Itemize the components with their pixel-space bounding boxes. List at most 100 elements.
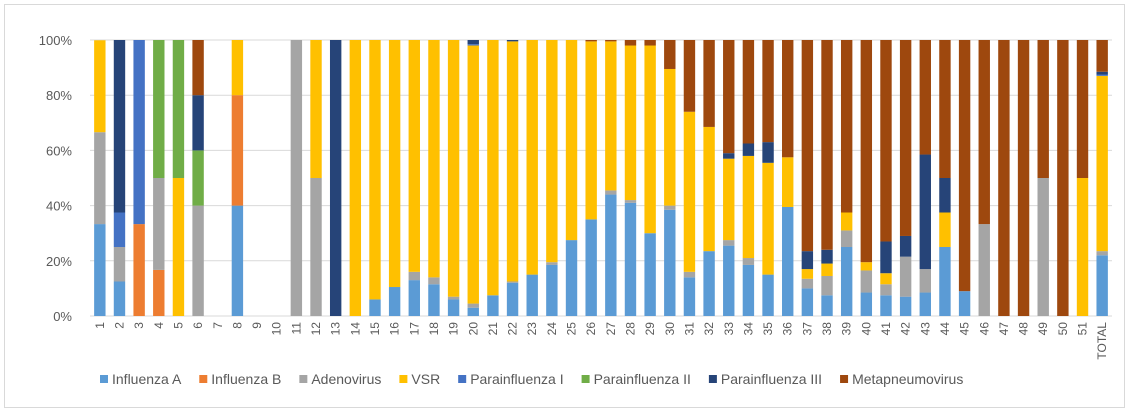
bar-segment	[94, 224, 106, 316]
bar-segment	[192, 40, 204, 96]
bar-segment	[1096, 251, 1108, 256]
x-tick-label: 4	[152, 322, 166, 329]
x-tick-label: 31	[682, 322, 696, 336]
x-tick-label: 33	[722, 322, 736, 336]
bar-segment	[782, 206, 794, 316]
bar-segment	[192, 95, 204, 151]
bar-segment	[919, 269, 931, 293]
legend-swatch	[840, 375, 849, 383]
bar-segment	[860, 270, 873, 293]
bar-segment	[153, 40, 165, 178]
bar-segment	[624, 45, 637, 201]
bar-segment	[605, 190, 617, 195]
bar-segment	[506, 40, 519, 42]
bar-segment	[565, 40, 578, 241]
legend-label: Influenza B	[211, 371, 281, 387]
bar-segment	[644, 40, 656, 46]
x-tick-label: 30	[663, 322, 677, 336]
bar-segment	[840, 230, 853, 247]
legend-swatch	[399, 375, 408, 383]
x-tick-label: 12	[309, 322, 323, 336]
bar-segment	[801, 278, 814, 289]
bar-segment	[113, 40, 126, 213]
x-tick-label: 25	[565, 322, 579, 336]
y-tick-label: 100%	[39, 33, 73, 48]
bar-segment	[762, 142, 774, 163]
x-tick-label: 43	[918, 322, 932, 336]
bar-segment	[1017, 40, 1030, 316]
bar-segment	[683, 111, 696, 272]
bar-segment	[1037, 178, 1049, 316]
bar-segment	[762, 162, 774, 275]
legend-label: Metapneumovirus	[852, 371, 963, 387]
bar-segment	[860, 40, 873, 263]
bar-segment	[113, 212, 126, 247]
bar-segment	[723, 153, 735, 159]
y-tick-label: 80%	[46, 88, 72, 103]
bar-segment	[880, 295, 892, 316]
bar-segment	[723, 240, 735, 246]
x-tick-label: 6	[191, 322, 205, 329]
x-tick-label: 39	[840, 322, 854, 336]
bar-segment	[821, 40, 833, 250]
x-tick-label: 13	[329, 322, 343, 336]
bar-segment	[310, 178, 322, 316]
x-tick-label: 50	[1056, 322, 1070, 336]
bar-segment	[664, 40, 676, 69]
x-tick-label: 29	[643, 322, 657, 336]
bar-segment	[801, 269, 814, 279]
y-tick-label: 20%	[46, 254, 72, 269]
y-tick-label: 40%	[46, 199, 72, 214]
x-tick-label: 34	[741, 322, 755, 336]
bar-segment	[290, 40, 303, 316]
bar-segment	[762, 40, 774, 143]
bar-segment	[899, 40, 912, 236]
bar-segment	[978, 224, 990, 316]
bar-segment	[605, 40, 617, 42]
bar-segment	[703, 40, 715, 127]
bar-segment	[821, 295, 833, 316]
bar-segment	[1096, 255, 1108, 316]
bar-segment	[546, 264, 558, 316]
bar-segment	[664, 209, 676, 316]
bar-segment	[172, 178, 185, 316]
bar-segment	[526, 274, 538, 316]
bar-segment	[231, 95, 244, 206]
x-tick-label: 40	[859, 322, 873, 336]
bar-segment	[506, 282, 519, 316]
x-tick-label: 5	[171, 322, 185, 329]
legend-swatch	[100, 375, 108, 383]
bar-segment	[329, 40, 342, 316]
bar-segment	[192, 150, 204, 206]
bar-segment	[487, 40, 499, 296]
bar-segment	[840, 40, 853, 213]
bar-segment	[467, 45, 479, 304]
bar-segment	[113, 247, 126, 282]
bar-segment	[840, 212, 853, 231]
bar-segment	[644, 45, 656, 234]
bar-segment	[526, 40, 538, 275]
bar-segment	[231, 40, 244, 96]
bar-segment	[605, 41, 617, 191]
bar-segment	[683, 40, 696, 112]
bar-segment	[821, 275, 833, 296]
bar-segment	[506, 41, 519, 282]
legend-label: VSR	[411, 371, 440, 387]
bar-segment	[231, 205, 244, 316]
x-tick-label: 20	[466, 322, 480, 336]
bar-segment	[1076, 40, 1089, 178]
bar-segment	[939, 247, 951, 316]
bar-segment	[467, 40, 479, 45]
x-tick-label: 42	[899, 322, 913, 336]
bar-segment	[958, 291, 971, 316]
legend-swatch	[581, 375, 590, 383]
bar-segment	[388, 40, 401, 288]
x-tick-label: 14	[348, 322, 362, 336]
bar-segment	[801, 40, 814, 252]
x-tick-label: 27	[604, 322, 618, 336]
x-tick-label: 28	[623, 322, 637, 336]
y-tick-label: 0%	[53, 309, 72, 324]
bar-segment	[782, 157, 794, 207]
bar-segment	[860, 262, 873, 271]
bar-segment	[899, 235, 912, 257]
